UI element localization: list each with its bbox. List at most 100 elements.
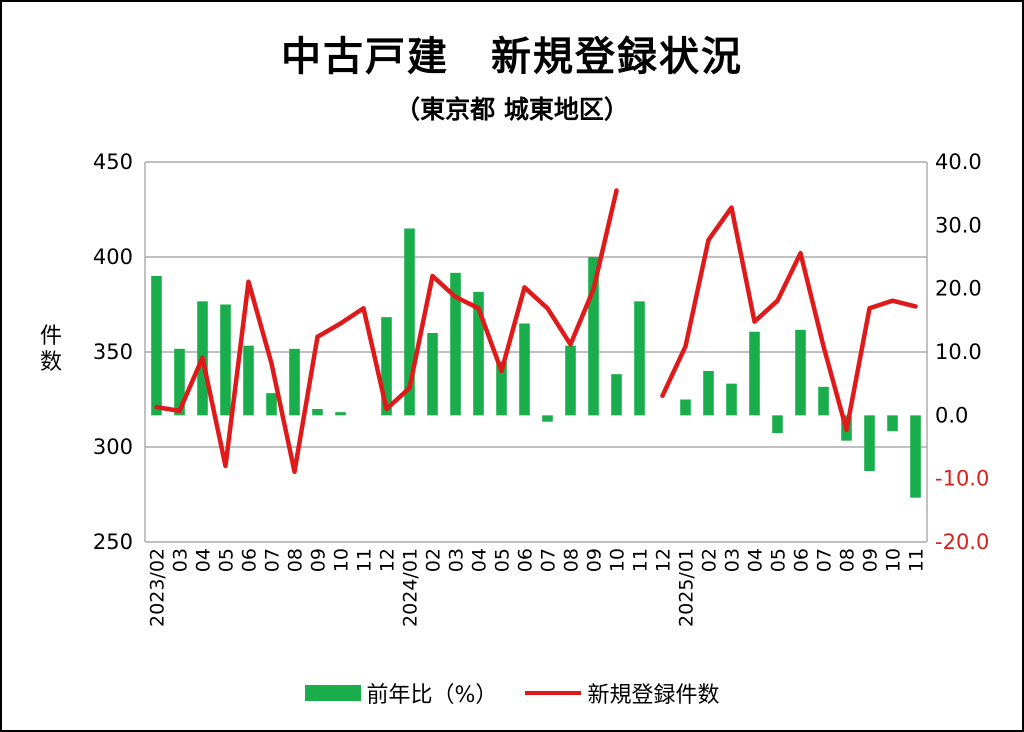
bar: [772, 415, 783, 434]
legend-label-count: 新規登録件数: [587, 683, 720, 708]
bar: [565, 345, 576, 416]
y-right-tick-label: -10.0: [935, 467, 989, 491]
line-point: [545, 306, 550, 311]
bar: [335, 412, 346, 416]
bar: [588, 257, 599, 416]
y-left-tick-label: 250: [93, 530, 133, 554]
bar: [611, 374, 622, 416]
bar: [289, 348, 300, 416]
y-left-tick-label: 400: [93, 245, 133, 269]
x-tick-label: 08: [561, 548, 583, 572]
line-point: [315, 334, 320, 339]
x-tick-label: 2023/02: [147, 548, 169, 627]
x-tick-label: 10: [331, 548, 353, 572]
bar: [312, 409, 323, 416]
line-point: [476, 306, 481, 311]
chart-subtitle: （東京都 城東地区）: [395, 95, 629, 124]
line-series: [154, 188, 918, 474]
x-tick-label: 11: [906, 548, 928, 572]
bar: [749, 331, 760, 416]
line-point: [453, 294, 458, 299]
bar: [151, 276, 162, 416]
bar: [680, 399, 691, 416]
x-tick-label: 08: [837, 548, 859, 572]
y-right-tick-label: 10.0: [935, 340, 982, 364]
x-tick-label: 06: [791, 548, 813, 572]
bar: [542, 415, 553, 422]
line-point: [683, 344, 688, 349]
line-point: [430, 274, 435, 278]
x-tick-label: 02: [699, 548, 721, 572]
line-point: [867, 306, 872, 311]
x-axis: 2023/02 03 04 05 06 07 08 09 10 11 12 2024/01 02 03 04…: [147, 548, 928, 627]
grid-lines: [144, 161, 928, 543]
y-left-tick-label: 350: [93, 340, 133, 364]
line-point: [200, 355, 205, 360]
x-tick-label: 10: [883, 548, 905, 572]
x-tick-label: 11: [630, 548, 652, 572]
line-point: [821, 344, 826, 349]
bar: [496, 361, 507, 416]
bar: [703, 371, 714, 416]
line-point: [384, 407, 389, 411]
line-point: [177, 408, 182, 413]
plot-area: 250 300 350 400 450 -20.0 -10.0 0.0 10.0 20.0 30.…: [93, 150, 989, 627]
line-point: [591, 287, 596, 292]
x-tick-label: 06: [515, 548, 537, 572]
line-point: [660, 393, 665, 398]
line-point: [499, 369, 504, 373]
line-point: [292, 469, 297, 474]
chart-title: 中古戸建 新規登録状況: [281, 34, 743, 80]
x-tick-label: 05: [216, 548, 238, 572]
line-point: [614, 188, 619, 193]
x-tick-label: 04: [193, 548, 215, 572]
x-tick-label: 07: [538, 548, 560, 572]
line-point: [752, 319, 757, 324]
x-tick-label: 2024/01: [400, 548, 422, 627]
x-tick-label: 09: [308, 548, 330, 572]
line-point: [775, 298, 780, 303]
line-point: [568, 342, 573, 347]
x-tick-label: 10: [607, 548, 629, 572]
bar: [519, 323, 530, 416]
x-tick-label: 05: [768, 548, 790, 572]
x-tick-label: 06: [239, 548, 261, 572]
line-point: [361, 306, 366, 311]
bar: [427, 333, 438, 416]
line-point: [913, 304, 918, 309]
bar: [634, 301, 645, 416]
y-left-tick-label: 300: [93, 435, 133, 459]
legend-item-count: 新規登録件数: [525, 677, 719, 709]
x-tick-label: 02: [423, 548, 445, 572]
line-point: [269, 361, 274, 366]
x-tick-label: 12: [377, 548, 399, 572]
legend-swatch-bar: [304, 685, 361, 701]
x-tick-label: 09: [860, 548, 882, 572]
bar-series: [151, 228, 921, 498]
x-tick-label: 04: [745, 548, 767, 572]
y-axis-left-label: 件数: [39, 324, 62, 375]
bar: [450, 272, 461, 416]
y-right-tick-label: -20.0: [935, 530, 989, 554]
line-point: [706, 237, 711, 242]
line-point: [798, 251, 803, 256]
line-point: [729, 205, 734, 210]
bar: [910, 415, 921, 498]
line-point: [154, 405, 159, 410]
legend-item-yoy: 前年比（%）: [304, 677, 498, 709]
legend: 前年比（%） 新規登録件数: [2, 678, 1022, 708]
line-point: [338, 321, 343, 326]
bar: [864, 415, 875, 472]
x-tick-label: 03: [722, 548, 744, 572]
y-axis-left: 250 300 350 400 450: [93, 150, 133, 554]
legend-label-yoy: 前年比（%）: [366, 683, 498, 708]
line-point: [522, 285, 527, 290]
x-tick-label: 08: [285, 548, 307, 572]
line-point: [407, 386, 412, 391]
x-tick-label: 05: [492, 548, 514, 572]
y-left-tick-label: 450: [93, 150, 133, 174]
x-tick-label: 12: [653, 548, 675, 572]
x-tick-label: 04: [469, 548, 491, 572]
bar: [795, 329, 806, 416]
